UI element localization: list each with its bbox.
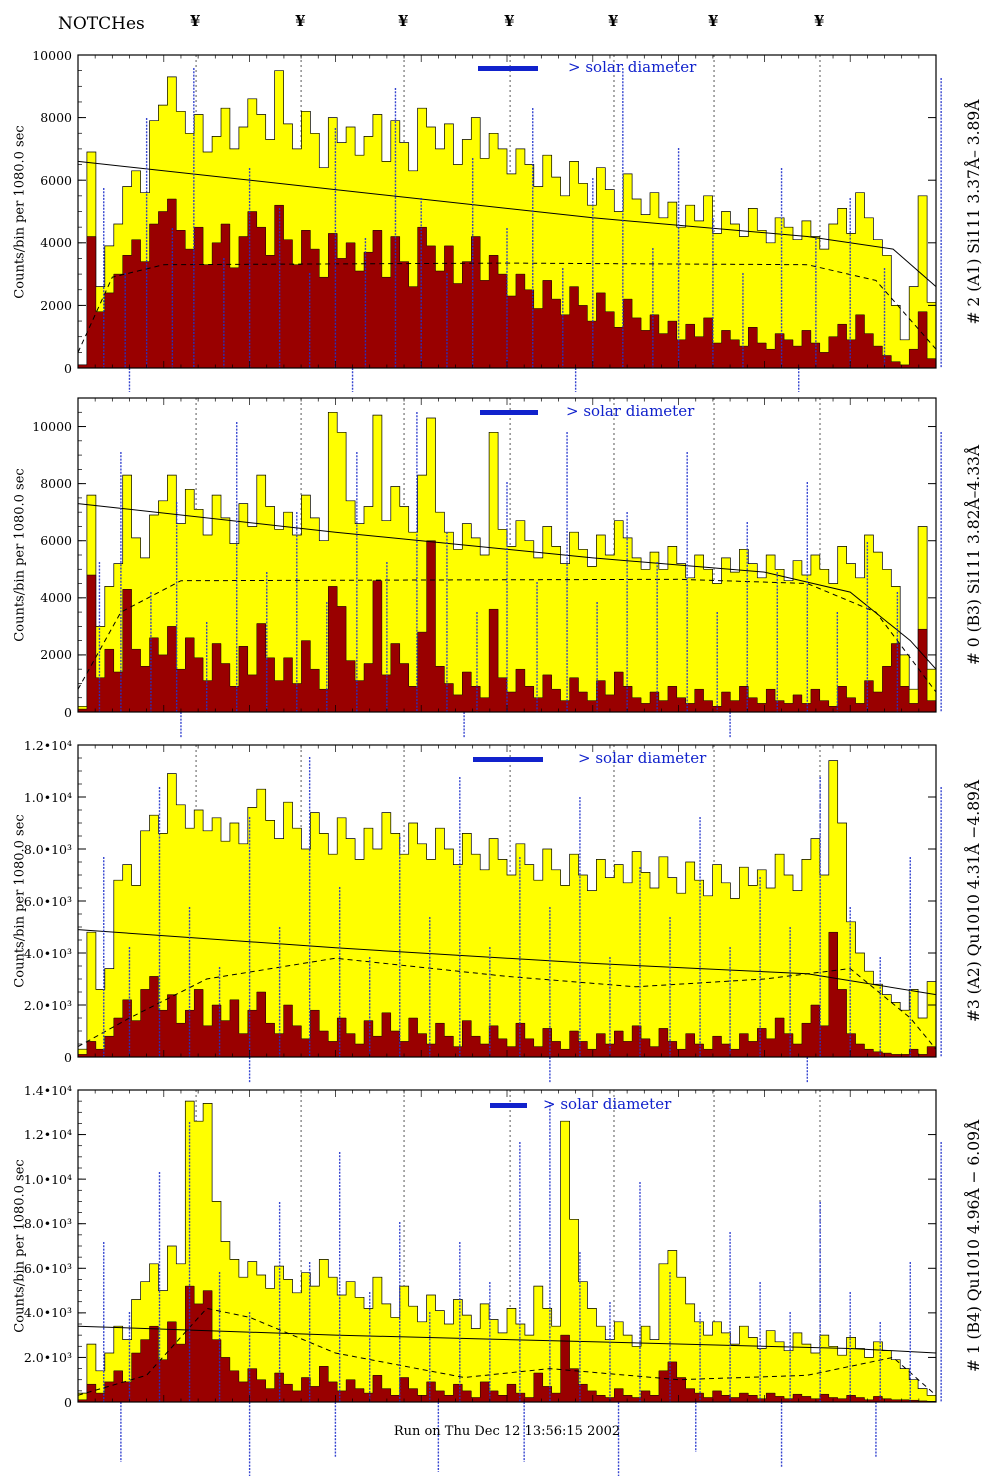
- run-timestamp: Run on Thu Dec 12 13:56:15 2002: [393, 1424, 621, 1439]
- panel-4-right-title: # 1 (B4) Qu1010 4.96Å − 6.09Å: [965, 1119, 983, 1373]
- ytick-label: 2.0•10³: [23, 1349, 72, 1365]
- ytick-label: 2000: [40, 297, 72, 313]
- solar-diameter-bar: [473, 757, 543, 762]
- ytick-label: 2.0•10³: [23, 997, 72, 1013]
- ytick-label: 8.0•10³: [23, 841, 72, 857]
- ytick-label: 8000: [40, 110, 72, 126]
- ytick-label: 6000: [40, 172, 72, 188]
- ytick-label: 0: [64, 704, 72, 720]
- solar-diameter-label: > solar diameter: [543, 1095, 672, 1113]
- ytick-label: 10000: [32, 47, 72, 63]
- ytick-label: 6000: [40, 533, 72, 549]
- ytick-label: 1.0•10⁴: [23, 789, 72, 805]
- solar-diameter-bar: [480, 410, 538, 415]
- panel-4-plot: [77, 1089, 942, 1476]
- ytick-label: 4.0•10³: [23, 945, 72, 961]
- ytick-label: 0: [64, 1049, 72, 1065]
- ytick-label: 1.2•10⁴: [23, 737, 72, 753]
- notches-label: NOTCHes: [58, 14, 145, 34]
- panel-3-plot: [77, 744, 942, 1083]
- ytick-label: 1.0•10⁴: [23, 1171, 72, 1187]
- panel-1-plot: [77, 54, 942, 392]
- solar-diameter-label: > solar diameter: [578, 749, 707, 767]
- panel-4-ylabel: Counts/bin per 1080.0 sec: [12, 1159, 28, 1333]
- ytick-label: 8000: [40, 476, 72, 492]
- ytick-label: 10000: [32, 419, 72, 435]
- notch-symbol: ¥: [708, 12, 719, 30]
- panel-1-ylabel: Counts/bin per 1080.0 sec: [12, 124, 28, 299]
- notch-symbol: ¥: [398, 12, 409, 30]
- ytick-label: 1.4•10⁴: [23, 1082, 72, 1098]
- panel-3-ylabel: Counts/bin per 1080.0 sec: [12, 814, 28, 988]
- ytick-label: 0: [64, 360, 72, 376]
- ytick-label: 1.2•10⁴: [23, 1127, 72, 1143]
- ytick-label: 6.0•10³: [23, 893, 72, 909]
- ytick-label: 4000: [40, 590, 72, 606]
- notch-symbol: ¥: [813, 12, 825, 30]
- panel-1-right-title: # 2 (A1) Si111 3.37Å– 3.89Å: [965, 99, 983, 324]
- solar-diameter-label: > solar diameter: [568, 58, 697, 76]
- ytick-label: 4000: [40, 235, 72, 251]
- ytick-label: 8.0•10³: [23, 1216, 72, 1232]
- notch-symbol: ¥: [190, 12, 201, 30]
- notch-symbol: ¥: [295, 12, 306, 30]
- panel-2-plot: [77, 397, 942, 738]
- notch-symbol: ¥: [504, 12, 515, 30]
- panel-3-right-title: #3 (A2) Qu1010 4.31Å −4.89Å: [965, 779, 983, 1023]
- ytick-label: 6.0•10³: [23, 1260, 72, 1276]
- panel-2-right-title: # 0 (B3) Si111 3.82Å–4.33Å: [965, 444, 983, 666]
- solar-diameter-label: > solar diameter: [566, 402, 695, 420]
- solar-diameter-bar: [490, 1103, 527, 1108]
- solar-diameter-bar: [478, 66, 538, 71]
- notch-symbol: ¥: [607, 12, 619, 30]
- ytick-label: 0: [64, 1394, 72, 1410]
- ytick-label: 4.0•10³: [23, 1305, 72, 1321]
- panel-2-ylabel: Counts/bin per 1080.0 sec: [12, 468, 28, 642]
- ytick-label: 2000: [40, 647, 72, 663]
